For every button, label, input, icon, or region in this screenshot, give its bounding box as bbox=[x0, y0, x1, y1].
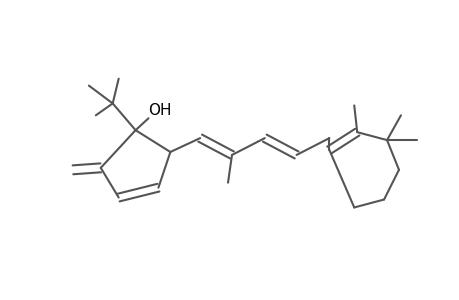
Text: OH: OH bbox=[148, 103, 172, 118]
